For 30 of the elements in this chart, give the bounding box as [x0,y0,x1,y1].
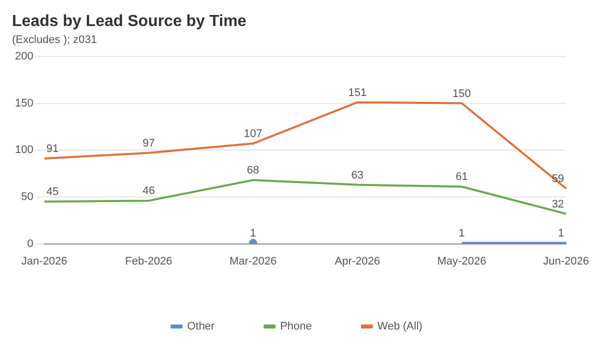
data-label: 32 [552,198,564,210]
data-label: 61 [456,171,468,184]
data-label: 150 [452,88,471,100]
x-tick-label: Jan-2026 [21,255,68,268]
data-label: 97 [142,137,155,150]
legend-label: Web (All) [377,320,422,333]
chart-title: Leads by Lead Source by Time [12,13,247,30]
data-label: 45 [46,186,59,198]
y-tick-label: 100 [14,144,34,156]
x-tick-label: Apr-2026 [334,255,380,268]
data-label: 1 [250,227,256,240]
data-label: 46 [142,185,155,198]
x-tick-label: Jun-2026 [543,255,590,268]
data-label: 91 [46,143,59,156]
data-label: 68 [246,164,260,177]
data-label: 63 [351,169,364,182]
data-label: 107 [244,128,262,140]
data-label: 151 [348,86,367,99]
x-tick-label: Feb-2026 [125,255,172,268]
data-label: 1 [458,227,465,240]
y-tick-label: 200 [14,50,34,62]
x-tick-label: May-2026 [437,255,486,268]
y-tick-label: 150 [14,97,34,110]
x-tick-label: Mar-2026 [230,255,277,268]
y-tick-label: 0 [27,238,34,250]
chart-subtitle: (Excludes ); z031 [12,34,97,46]
data-label: 1 [558,227,564,240]
legend-label: Phone [280,320,312,333]
legend-label: Other [187,320,215,333]
y-tick-label: 50 [21,190,34,203]
